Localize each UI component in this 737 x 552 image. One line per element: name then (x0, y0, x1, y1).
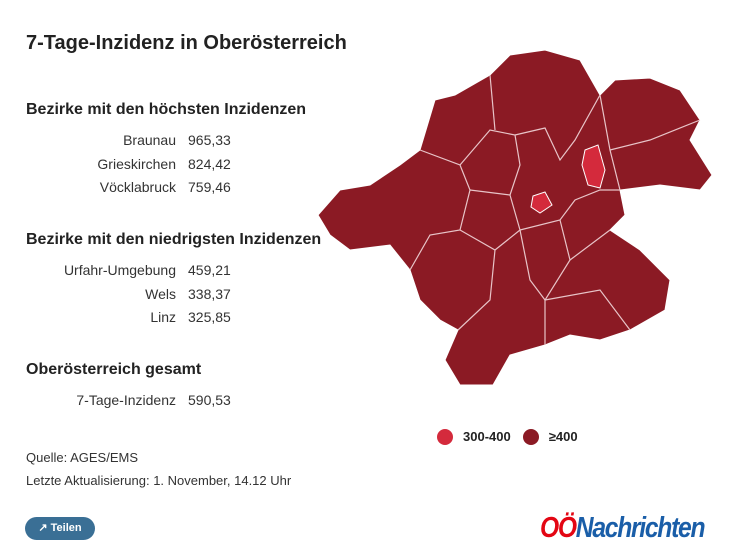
row-label: Vöcklabruck (99, 179, 176, 195)
district-linz (581, 144, 606, 189)
section-heading: Bezirke mit den niedrigsten Inzidenzen (26, 231, 322, 248)
legend-label: 300-400 (463, 429, 511, 445)
row-value: 824,42 (188, 155, 231, 172)
legend-swatch (522, 428, 539, 445)
row-value: 459,21 (188, 262, 231, 278)
row-value: 590,53 (188, 392, 231, 408)
share-label: Teilen (50, 522, 82, 534)
row-value: 965,33 (188, 132, 231, 148)
section-heading: Bezirke mit den höchsten Inzidenzen (26, 101, 307, 118)
district-wels (530, 191, 553, 214)
source: Quelle: AGES/EMS (26, 450, 138, 465)
row-value: 338,37 (188, 285, 231, 302)
row-label: Grieskirchen (97, 155, 176, 172)
legend-label: ≥400 (548, 429, 578, 445)
title: 7-Tage-Inzidenz in Oberösterreich (26, 32, 347, 54)
logo-part2: Nachrichten (575, 512, 706, 544)
logo: OÖNachrichten (540, 512, 706, 545)
region-outline (317, 49, 713, 386)
section-heading: Oberösterreich gesamt (26, 361, 202, 378)
row-label: Wels (145, 285, 176, 302)
legend: 300-400 ≥400 (437, 428, 590, 445)
row-label: Linz (150, 309, 176, 325)
row-label: Braunau (123, 132, 176, 148)
district-map (317, 49, 713, 386)
row-label: 7-Tage-Inzidenz (76, 392, 176, 408)
row-label: Urfahr-Umgebung (63, 262, 176, 278)
logo-part1: OÖ (540, 512, 577, 544)
row-value: 325,85 (188, 309, 231, 325)
row-value: 759,46 (188, 179, 231, 195)
updated: Letzte Aktualisierung: 1. November, 14.1… (26, 473, 292, 488)
share-button[interactable]: ↗ Teilen (25, 517, 95, 540)
district-borders (409, 74, 701, 345)
legend-swatch (437, 428, 453, 445)
